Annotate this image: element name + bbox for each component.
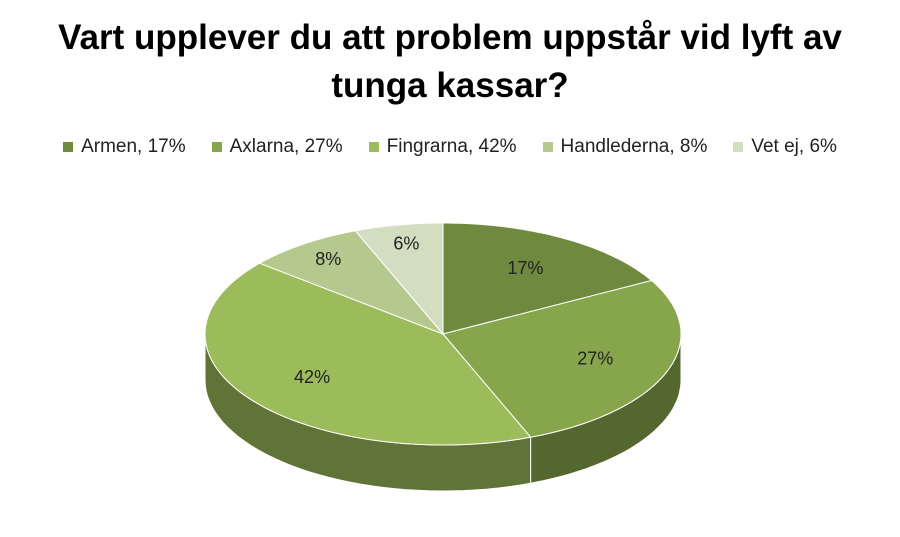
legend: Armen, 17% Axlarna, 27% Fingrarna, 42% Hand… [0, 136, 900, 158]
pie-slice [258, 230, 444, 335]
data-label: 6% [393, 233, 419, 253]
legend-item: Armen, 17% [63, 136, 186, 158]
legend-item: Fingrarna, 42% [368, 136, 517, 158]
data-label: 42% [294, 367, 330, 387]
legend-swatch [542, 142, 553, 152]
legend-swatch [368, 142, 379, 152]
legend-swatch [63, 142, 74, 152]
legend-item: Axlarna, 27% [211, 136, 343, 158]
pie-slice [442, 222, 653, 335]
data-label: 17% [507, 258, 543, 278]
legend-swatch [733, 142, 744, 152]
pie-slice [354, 222, 444, 336]
legend-label: Fingrarna, 42% [386, 136, 517, 157]
chart-title: Vart upplever du att problem uppstår vid… [58, 18, 842, 105]
legend-label: Handlederna, 8% [560, 136, 708, 157]
pie-slice [442, 279, 682, 438]
legend-label: Vet ej, 6% [751, 136, 837, 157]
data-label: 27% [577, 348, 613, 368]
legend-label: Axlarna, 27% [229, 136, 343, 157]
legend-item: Vet ej, 6% [733, 136, 837, 158]
legend-swatch [211, 142, 222, 152]
data-label: 8% [315, 249, 341, 269]
pie-slice [204, 262, 532, 446]
legend-item: Handlederna, 8% [542, 136, 708, 158]
legend-label: Armen, 17% [81, 136, 186, 157]
